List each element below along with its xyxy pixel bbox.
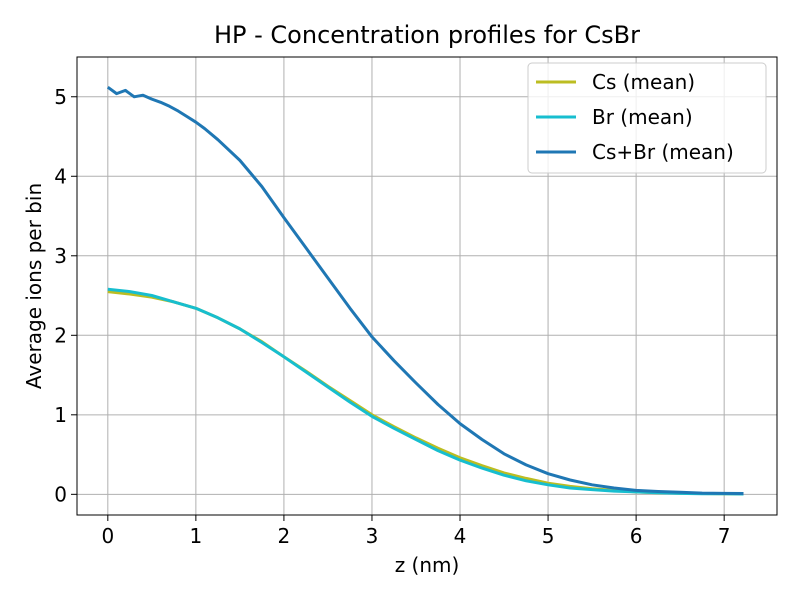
x-tick-label: 2	[278, 524, 291, 548]
y-tick-label: 5	[54, 85, 67, 109]
x-tick-label: 3	[366, 524, 379, 548]
y-tick-label: 3	[54, 244, 67, 268]
chart-title: HP - Concentration profiles for CsBr	[214, 21, 640, 49]
x-tick-label: 4	[454, 524, 467, 548]
y-axis-label: Average ions per bin	[22, 183, 46, 389]
x-tick-label: 0	[101, 524, 114, 548]
series-lines	[106, 85, 744, 496]
y-tick-label: 4	[54, 164, 67, 188]
y-tick-label: 1	[54, 403, 67, 427]
y-tick-label: 0	[54, 482, 67, 506]
legend-label: Cs+Br (mean)	[592, 140, 734, 164]
y-tick-label: 2	[54, 323, 67, 347]
x-tick-label: 7	[718, 524, 731, 548]
x-axis-label: z (nm)	[395, 553, 460, 577]
plot-frame	[76, 56, 778, 516]
axis-ticks: 0 1 2 3 4 5 6 7 0 1 2 3 4 5	[54, 85, 730, 548]
legend: Cs (mean) Br (mean) Cs+Br (mean)	[527, 62, 767, 174]
x-tick-label: 6	[630, 524, 643, 548]
legend-label: Cs (mean)	[592, 70, 695, 94]
x-tick-label: 5	[542, 524, 555, 548]
legend-label: Br (mean)	[592, 105, 693, 129]
series-line-2	[106, 85, 744, 495]
legend-box	[527, 62, 767, 174]
x-tick-label: 1	[190, 524, 203, 548]
